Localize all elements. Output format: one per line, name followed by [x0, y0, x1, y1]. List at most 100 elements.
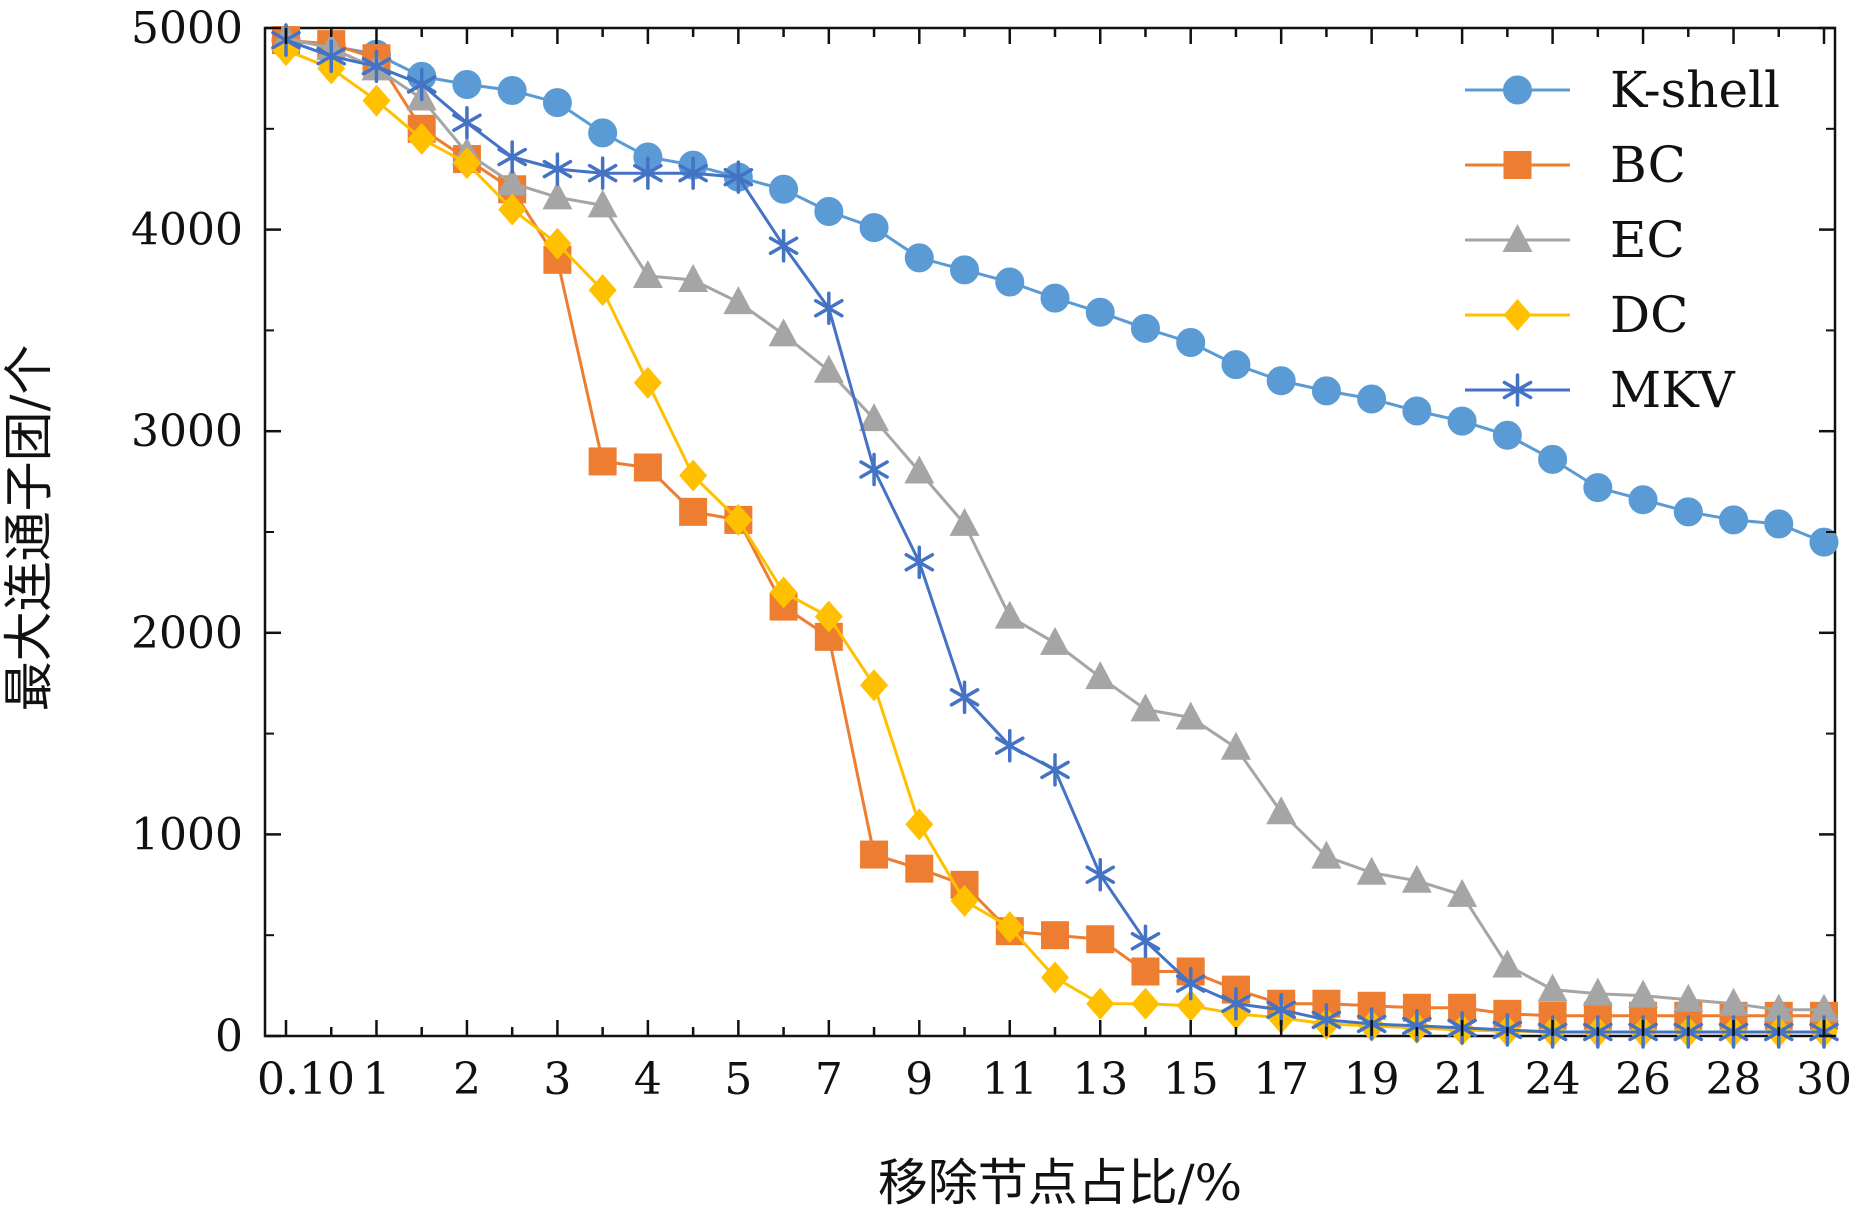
data-point-dc — [905, 808, 934, 841]
data-point-mkv — [1130, 924, 1161, 958]
data-point-ec — [1220, 731, 1251, 760]
data-point-dc — [814, 600, 843, 633]
data-point-k-shell — [904, 243, 934, 273]
series-layer — [271, 22, 1839, 1049]
data-point-bc — [905, 854, 934, 883]
data-point-k-shell — [1085, 297, 1115, 327]
legend-item-mkv: MKV — [1465, 361, 1736, 419]
x-tick-label: 21 — [1434, 1054, 1490, 1105]
x-tick-label: 2 — [453, 1054, 481, 1105]
data-point-k-shell — [452, 69, 482, 99]
star-stroke — [1130, 931, 1161, 951]
legend: K-shell BC EC DC MKV — [1465, 61, 1780, 419]
data-point-ec — [1718, 987, 1749, 1016]
series-k-shell — [271, 25, 1839, 557]
data-point-ec — [632, 259, 663, 288]
x-tick-label: 4 — [634, 1054, 662, 1105]
data-point-bc — [1041, 921, 1069, 950]
star-stroke — [542, 159, 573, 179]
data-point-dc — [498, 193, 527, 226]
star-stroke — [1502, 380, 1533, 400]
data-point-mkv — [633, 156, 663, 190]
data-point-bc — [588, 447, 617, 476]
data-point-dc — [995, 911, 1024, 944]
data-point-mkv — [994, 728, 1025, 763]
data-point-k-shell — [1311, 376, 1341, 406]
data-point-dc — [1086, 987, 1115, 1020]
data-point-mkv — [542, 152, 573, 186]
star-stroke — [316, 46, 347, 66]
data-point-dc — [452, 147, 481, 180]
data-point-ec — [1763, 993, 1794, 1022]
data-point-k-shell — [497, 75, 527, 105]
star-stroke — [1040, 760, 1070, 780]
data-point-k-shell — [1402, 396, 1432, 426]
data-point-ec — [1537, 973, 1568, 1002]
data-point-ec — [542, 181, 573, 210]
star-stroke — [587, 163, 618, 183]
y-tick-label: 1000 — [131, 809, 243, 860]
data-point-bc — [1131, 957, 1160, 986]
x-tick-label: 5 — [724, 1054, 752, 1105]
star-stroke — [452, 113, 482, 133]
star-stroke — [723, 167, 754, 187]
data-point-dc — [1131, 987, 1160, 1020]
data-point-ec — [1809, 993, 1839, 1022]
x-tick-label: 24 — [1525, 1054, 1581, 1105]
x-tick-label: 11 — [982, 1054, 1038, 1105]
x-tick-label: 3 — [543, 1054, 571, 1105]
x-tick-label: 19 — [1344, 1054, 1400, 1105]
data-point-mkv — [587, 156, 618, 190]
data-point-mkv — [1266, 993, 1296, 1027]
star-stroke — [814, 298, 844, 318]
data-point-k-shell — [1719, 505, 1749, 535]
data-point-k-shell — [1492, 420, 1522, 450]
star-stroke — [1266, 1000, 1296, 1020]
legend-item-bc: BC — [1465, 136, 1686, 194]
data-point-ec — [1311, 840, 1342, 869]
star-stroke — [1311, 1010, 1342, 1030]
data-point-k-shell — [1673, 497, 1703, 527]
data-point-ec — [1175, 701, 1206, 730]
data-point-bc — [679, 497, 708, 526]
data-point-dc — [543, 227, 572, 260]
legend-label: BC — [1610, 136, 1686, 194]
star-stroke — [678, 163, 708, 183]
y-tick-label: 5000 — [131, 3, 243, 54]
star-stroke — [406, 75, 437, 94]
data-point-k-shell — [859, 213, 889, 243]
data-point-k-shell — [995, 267, 1025, 297]
series-dc — [272, 34, 1838, 1048]
data-point-bc — [860, 840, 889, 869]
data-point-ec — [1673, 983, 1704, 1012]
data-point-bc — [1086, 925, 1115, 954]
legend-label: K-shell — [1610, 61, 1780, 119]
legend-marker — [1502, 373, 1533, 407]
x-tick-label: 13 — [1072, 1054, 1128, 1105]
legend-marker — [1503, 151, 1532, 179]
x-tick-label: 7 — [815, 1054, 843, 1105]
data-point-ec — [1447, 878, 1478, 907]
x-tick-label: 15 — [1163, 1054, 1219, 1105]
legend-marker — [1503, 299, 1532, 331]
legend-marker — [1503, 75, 1532, 105]
legend-item-k-shell: K-shell — [1465, 61, 1780, 119]
data-point-k-shell — [1040, 283, 1070, 313]
data-point-dc — [950, 884, 979, 917]
data-point-k-shell — [1221, 350, 1251, 380]
data-point-k-shell — [1583, 473, 1613, 503]
data-point-dc — [724, 503, 753, 536]
data-point-ec — [768, 318, 799, 347]
data-point-ec — [1401, 864, 1432, 893]
x-tick-label: 30 — [1796, 1054, 1852, 1105]
legend-label: MKV — [1610, 361, 1736, 419]
data-point-dc — [362, 84, 391, 117]
data-point-dc — [633, 366, 662, 399]
data-point-dc — [588, 274, 617, 307]
legend-label: EC — [1610, 211, 1685, 269]
data-point-dc — [1176, 989, 1205, 1022]
data-point-ec — [949, 507, 980, 536]
data-point-mkv — [1221, 986, 1251, 1021]
data-point-mkv — [361, 49, 392, 84]
